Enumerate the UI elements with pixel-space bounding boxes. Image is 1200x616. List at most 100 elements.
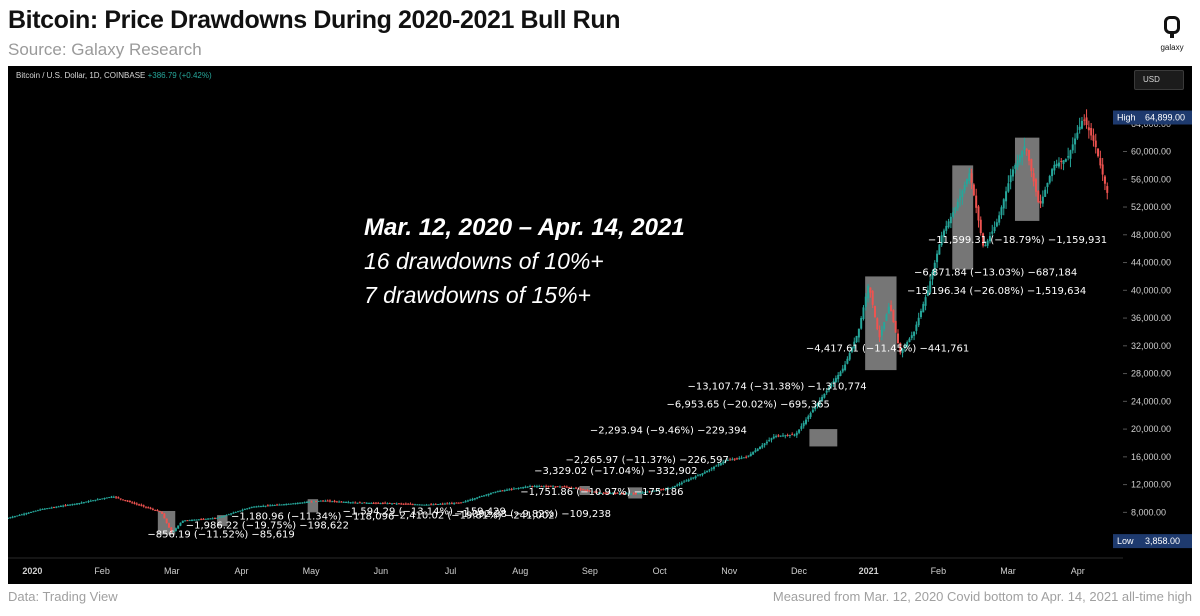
candle-body	[540, 486, 543, 488]
candle-body	[1094, 140, 1097, 148]
candle-body	[345, 502, 348, 504]
candle-body	[241, 509, 244, 511]
candle-body	[299, 502, 302, 504]
candle-body	[719, 463, 722, 465]
candle-body	[522, 487, 525, 489]
candle-body	[630, 493, 633, 495]
candle-body	[862, 307, 865, 319]
drawdown-label: −1,092.38 (−9.82%) −109,238	[454, 509, 611, 520]
candle-body	[676, 484, 679, 486]
candle-body	[786, 435, 789, 437]
candle-body	[400, 503, 403, 505]
candle-body	[986, 240, 989, 246]
x-tick-label: Aug	[512, 566, 528, 576]
candle-body	[869, 287, 872, 293]
candle-body	[933, 262, 936, 275]
candle-body	[333, 500, 336, 502]
candle-body	[1090, 128, 1093, 136]
candle-body	[494, 491, 497, 493]
candle-body	[356, 502, 359, 504]
x-tick-label: Sep	[582, 566, 598, 576]
y-tick-label: 28,000.00	[1131, 369, 1171, 379]
candle-body	[335, 501, 338, 503]
candle-body	[172, 531, 175, 533]
candle-body	[1083, 119, 1086, 121]
candle-body	[625, 493, 628, 495]
candle-body	[255, 506, 258, 508]
candle-body	[46, 508, 49, 510]
galaxy-logo: galaxy	[1156, 16, 1188, 52]
candle-body	[788, 435, 791, 437]
currency-button[interactable]: USD	[1134, 70, 1184, 90]
candle-body	[223, 515, 226, 517]
candle-body	[292, 503, 295, 505]
candle-body	[8, 517, 9, 519]
candle-body	[857, 328, 860, 338]
candle-body	[457, 502, 460, 504]
candle-body	[430, 504, 433, 506]
candle-body	[529, 486, 532, 488]
candle-body	[579, 488, 582, 490]
candle-body	[995, 222, 998, 227]
candle-body	[27, 512, 30, 514]
candle-body	[577, 488, 580, 490]
candle-body	[678, 483, 681, 485]
candle-body	[280, 504, 283, 506]
candle-body	[446, 503, 449, 505]
candle-body	[128, 500, 131, 503]
candle-body	[32, 511, 35, 513]
candle-body	[409, 503, 412, 505]
candle-body	[186, 520, 189, 522]
candle-body	[752, 452, 755, 455]
candle-body	[393, 502, 396, 504]
candle-body	[276, 504, 279, 506]
candle-body	[791, 434, 794, 436]
candle-body	[181, 520, 184, 523]
candle-body	[1014, 164, 1017, 169]
candle-body	[917, 317, 920, 326]
candle-body	[878, 329, 881, 338]
drawdown-label: −6,953.65 (−20.02%) −695,365	[667, 400, 830, 411]
candle-body	[437, 504, 440, 506]
candle-body	[499, 490, 502, 492]
candle-body	[239, 510, 242, 512]
candle-body	[471, 498, 474, 501]
candle-body	[581, 488, 584, 490]
candle-body	[1025, 149, 1028, 151]
candle-body	[407, 503, 410, 505]
candle-body	[648, 491, 651, 493]
galaxy-logo-icon	[1164, 16, 1180, 38]
candle-body	[611, 493, 614, 495]
candle-body	[230, 513, 233, 515]
candle-body	[1037, 191, 1040, 203]
candle-body	[324, 500, 327, 502]
y-tick-label: 36,000.00	[1131, 313, 1171, 323]
candle-body	[43, 508, 46, 510]
candle-body	[616, 492, 619, 494]
candle-body	[683, 481, 686, 483]
candle-body	[846, 358, 849, 364]
candle-body	[25, 513, 28, 515]
candle-body	[20, 514, 23, 516]
drawdown-box	[952, 165, 974, 270]
candle-body	[646, 491, 649, 493]
annotation-drawdowns-10: 16 drawdowns of 10%+	[364, 248, 604, 274]
candle-body	[998, 215, 1001, 223]
candle-body	[50, 507, 53, 509]
candle-body	[361, 502, 364, 504]
candle-body	[1074, 138, 1077, 145]
y-tick-label: 12,000.00	[1131, 480, 1171, 490]
candle-body	[476, 497, 479, 499]
candle-body	[1085, 117, 1088, 125]
candle-body	[524, 486, 527, 488]
candle-body	[1060, 160, 1063, 162]
candle-body	[710, 468, 713, 470]
candle-body	[1051, 169, 1054, 177]
candle-body	[466, 500, 469, 502]
candle-body	[278, 504, 281, 506]
candle-body	[931, 271, 934, 280]
low-value-box	[1141, 534, 1192, 549]
candle-body	[1062, 160, 1065, 164]
candle-body	[821, 396, 824, 402]
candle-body	[75, 503, 78, 505]
